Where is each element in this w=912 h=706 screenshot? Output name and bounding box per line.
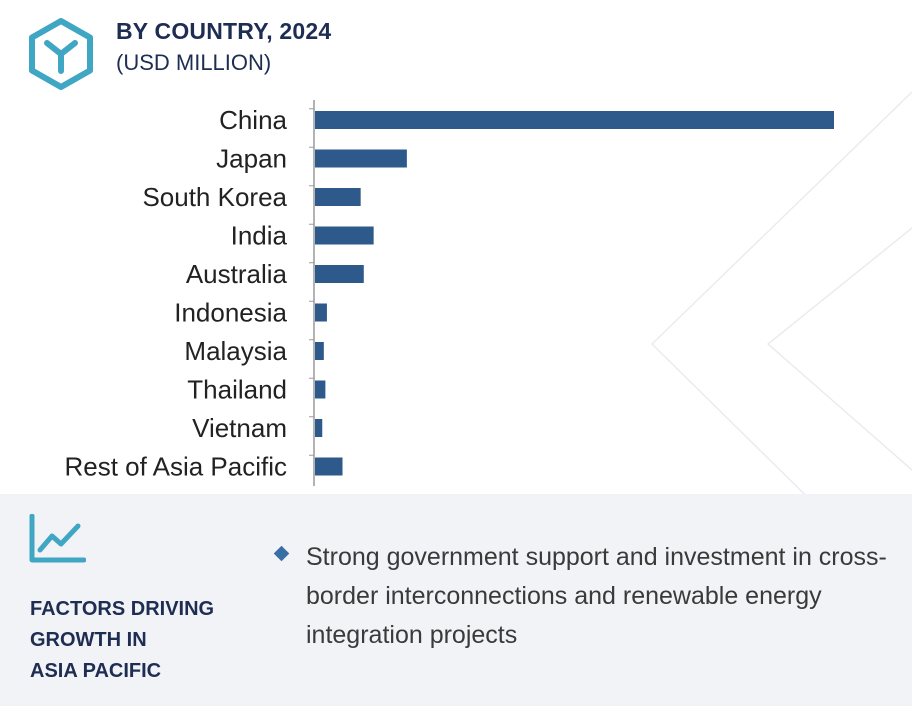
hexagon-y-logo-icon bbox=[29, 18, 93, 90]
factors-title: FACTORS DRIVING GROWTH IN ASIA PACIFIC bbox=[30, 598, 215, 682]
bar bbox=[315, 188, 361, 206]
bar bbox=[315, 265, 364, 283]
bar bbox=[315, 342, 324, 360]
bar bbox=[315, 149, 407, 168]
bar-chart: China Japan South Korea India Australia Indon… bbox=[64, 100, 834, 486]
category-label: Vietnam bbox=[192, 413, 287, 443]
bar bbox=[315, 111, 834, 129]
chart-title: BY COUNTRY, 2024 bbox=[116, 18, 332, 44]
chart-subtitle: (USD MILLION) bbox=[116, 50, 272, 75]
factors-panel: FACTORS DRIVING GROWTH IN ASIA PACIFIC S… bbox=[0, 494, 912, 706]
category-label: China bbox=[219, 105, 287, 135]
category-label: India bbox=[231, 221, 288, 251]
category-label: Rest of Asia Pacific bbox=[64, 452, 287, 482]
growth-chart-icon bbox=[29, 514, 86, 563]
category-label: Japan bbox=[216, 144, 287, 174]
category-label: Thailand bbox=[187, 375, 287, 405]
bar bbox=[315, 380, 326, 399]
bar bbox=[315, 419, 323, 437]
category-label: Malaysia bbox=[184, 336, 287, 366]
bar bbox=[315, 226, 374, 245]
category-label: South Korea bbox=[142, 182, 287, 212]
category-label: Indonesia bbox=[174, 298, 287, 328]
category-label: Australia bbox=[186, 259, 288, 289]
bar bbox=[315, 457, 343, 476]
factor-text: Strong government support and investment… bbox=[306, 543, 887, 649]
bar bbox=[315, 303, 327, 322]
diamond-bullet-icon bbox=[273, 545, 290, 562]
